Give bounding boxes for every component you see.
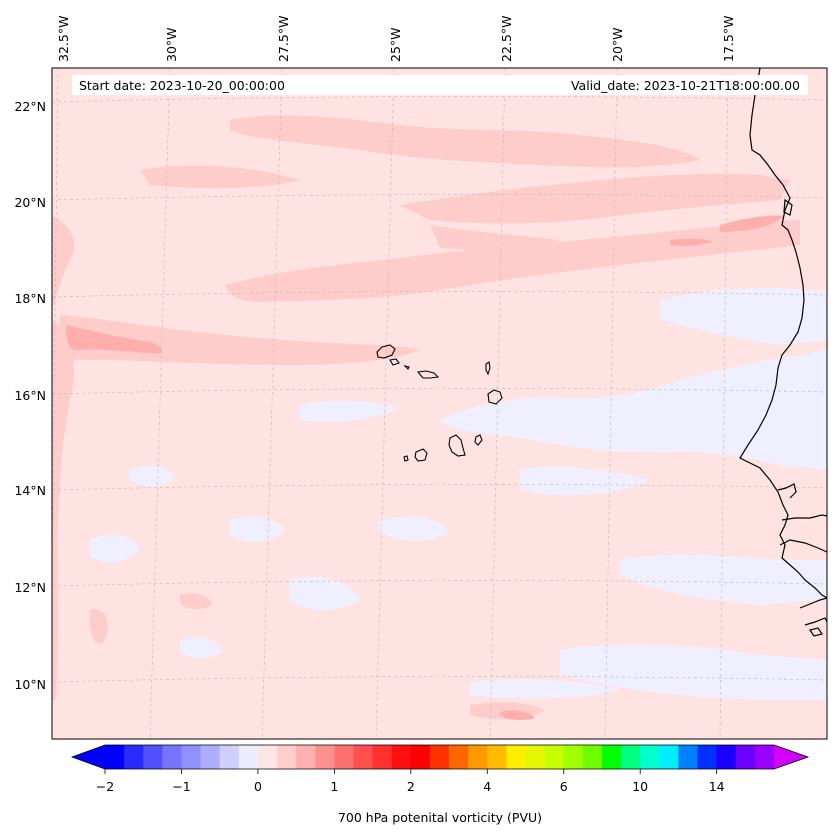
map-frame xyxy=(51,67,828,740)
santo-antao-island xyxy=(376,344,396,359)
colorbar-tick-label: 1 xyxy=(330,779,338,794)
lon-label: 25°W xyxy=(388,27,403,62)
colorbar-cell xyxy=(449,745,469,769)
sao-vicente-island xyxy=(389,358,400,366)
colorbar-cell xyxy=(238,745,259,769)
sao-nicolau-island xyxy=(416,370,440,379)
colorbar: −2 −1 0 1 2 4 6 10 14 700 hPa potenital vorticit… xyxy=(70,744,810,825)
pv-bands-medium xyxy=(66,215,785,721)
colorbar-cell xyxy=(162,745,182,769)
colorbar-cell xyxy=(277,745,297,769)
santiago-island xyxy=(448,434,466,457)
colorbar-cell xyxy=(315,745,335,769)
colorbar-tick-label: 10 xyxy=(632,779,648,794)
colorbar-cell xyxy=(429,745,450,769)
african-coastline xyxy=(739,68,827,637)
colorbar-cell xyxy=(105,745,125,769)
lon-label: 17.5°W xyxy=(721,16,736,62)
colorbar-cell xyxy=(296,745,316,769)
date-header-strip xyxy=(72,75,808,95)
colorbar-tick-label: −2 xyxy=(96,779,114,794)
colorbar-cell xyxy=(754,745,775,769)
lat-label: 18°N xyxy=(14,291,46,306)
start-date-text: Start date: 2023-10-20_00:00:00 xyxy=(79,78,285,93)
colorbar-tick-label: 4 xyxy=(483,779,491,794)
colorbar-cell xyxy=(181,745,201,769)
map-panel: Start date: 2023-10-20_00:00:00 Valid_da… xyxy=(52,68,827,739)
colorbar-cell xyxy=(219,745,240,769)
sal-island xyxy=(485,361,491,376)
colorbar-cell xyxy=(468,745,488,769)
colorbar-cell xyxy=(334,745,354,769)
colorbar-cell xyxy=(544,745,565,769)
colorbar-cell xyxy=(640,745,660,769)
colorbar-cell xyxy=(506,745,526,769)
colorbar-cell xyxy=(410,745,431,769)
colorbar-over-arrow xyxy=(774,745,808,769)
santa-luzia-island xyxy=(403,364,410,370)
longitude-labels: 32.5°W 30°W 27.5°W 25°W 22.5°W 20°W 17.5… xyxy=(56,16,736,62)
colorbar-tick-label: 2 xyxy=(407,779,415,794)
colorbar-cell xyxy=(200,745,221,769)
colorbar-ticks: −2 −1 0 1 2 4 6 10 14 xyxy=(96,769,725,794)
colorbar-cell xyxy=(735,745,756,769)
colorbar-cell xyxy=(487,745,507,769)
lat-label: 16°N xyxy=(14,388,46,403)
lat-label: 12°N xyxy=(14,580,46,595)
lon-label: 20°W xyxy=(610,27,625,62)
boa-vista-island xyxy=(487,389,503,405)
cape-verde-islands xyxy=(376,344,503,462)
colorbar-cell xyxy=(601,745,622,769)
lat-label: 10°N xyxy=(14,677,46,692)
colorbar-label: 700 hPa potenital vorticity (PVU) xyxy=(338,810,542,825)
colorbar-cell xyxy=(621,745,641,769)
latitude-labels: 22°N 20°N 18°N 16°N 14°N 12°N 10°N xyxy=(14,99,46,692)
colorbar-cells xyxy=(105,745,775,769)
colorbar-cell xyxy=(697,745,718,769)
colorbar-cell xyxy=(716,745,737,769)
gridlines xyxy=(52,68,827,739)
lat-label: 20°N xyxy=(14,195,46,210)
colorbar-under-arrow xyxy=(72,745,105,769)
colorbar-cell xyxy=(353,745,373,769)
colorbar-cell xyxy=(582,745,603,769)
negative-pv-regions xyxy=(90,288,827,700)
lat-label: 14°N xyxy=(14,483,46,498)
colorbar-tick-label: 0 xyxy=(254,779,262,794)
colorbar-tick-label: −1 xyxy=(172,779,190,794)
lon-label: 30°W xyxy=(164,27,179,62)
lon-label: 32.5°W xyxy=(56,16,71,62)
colorbar-cell xyxy=(124,745,144,769)
pv-bands-light xyxy=(52,115,800,720)
valid-date-text: Valid_date: 2023-10-21T18:00:00.00 xyxy=(571,78,800,93)
colorbar-tick-label: 14 xyxy=(709,779,725,794)
maio-island xyxy=(474,434,483,446)
colorbar-cell xyxy=(659,745,679,769)
lat-label: 22°N xyxy=(14,99,46,114)
colorbar-cell xyxy=(257,745,278,769)
colorbar-cell xyxy=(391,745,412,769)
colorbar-cell xyxy=(143,745,163,769)
colorbar-cell xyxy=(563,745,584,769)
fogo-island xyxy=(414,448,428,462)
lon-label: 27.5°W xyxy=(276,16,291,62)
brava-island xyxy=(403,455,409,462)
colorbar-tick-label: 6 xyxy=(560,779,568,794)
colorbar-cell xyxy=(372,745,393,769)
colorbar-cell xyxy=(525,745,546,769)
colorbar-cell xyxy=(678,745,698,769)
lon-label: 22.5°W xyxy=(499,16,514,62)
